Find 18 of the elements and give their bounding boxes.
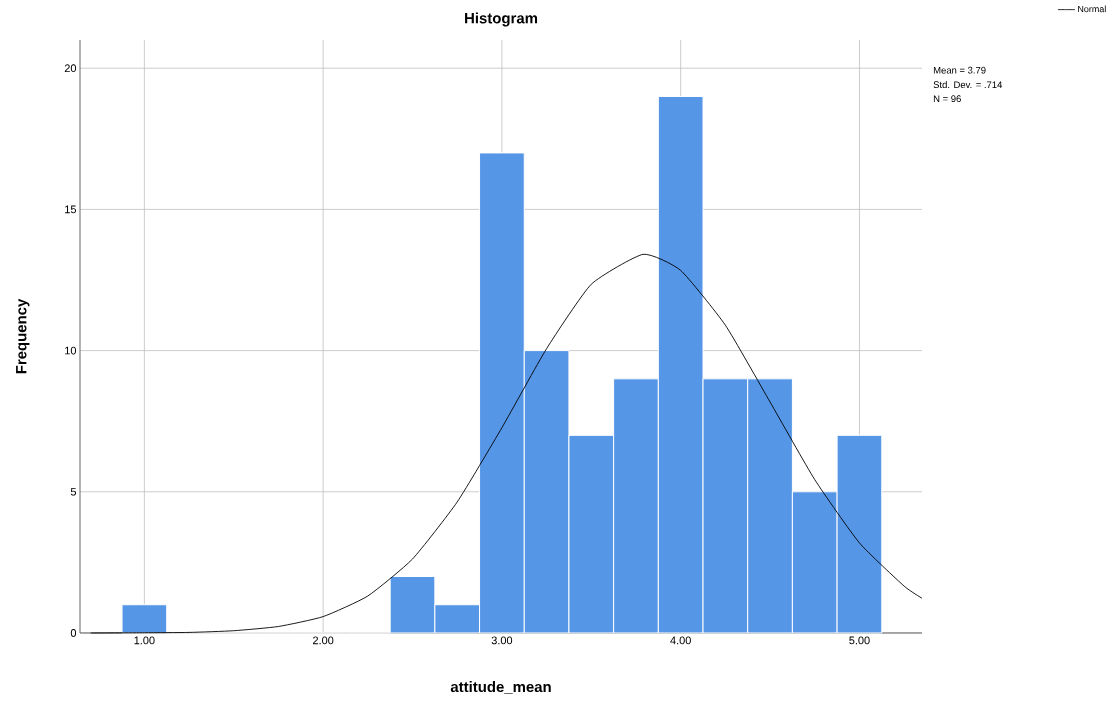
text: Std. Dev. = .714 xyxy=(933,81,1003,89)
text: N = 96 xyxy=(933,95,961,103)
x-axis-title: attitude_mean xyxy=(450,681,551,694)
text: Mean = 3.79 xyxy=(933,66,986,74)
x-tick-label: 3.00 xyxy=(491,636,513,645)
chart-title: Histogram xyxy=(465,12,538,27)
y-tick-label: 5 xyxy=(70,487,77,496)
x-tick-label: 2.00 xyxy=(313,636,334,645)
x-tick-label: 4.00 xyxy=(670,636,691,645)
y-tick-label: 10 xyxy=(65,346,77,355)
x-tick-label: 1.00 xyxy=(134,636,155,645)
y-axis-title: Frequency xyxy=(16,298,30,374)
line-series xyxy=(90,253,923,634)
y-tick-label: 0 xyxy=(70,629,77,637)
y-tick-label: 20 xyxy=(64,64,77,73)
legend-label: Normal xyxy=(1078,5,1106,13)
y-tick-label: 15 xyxy=(65,205,77,214)
x-tick-label: 5.00 xyxy=(849,636,870,645)
